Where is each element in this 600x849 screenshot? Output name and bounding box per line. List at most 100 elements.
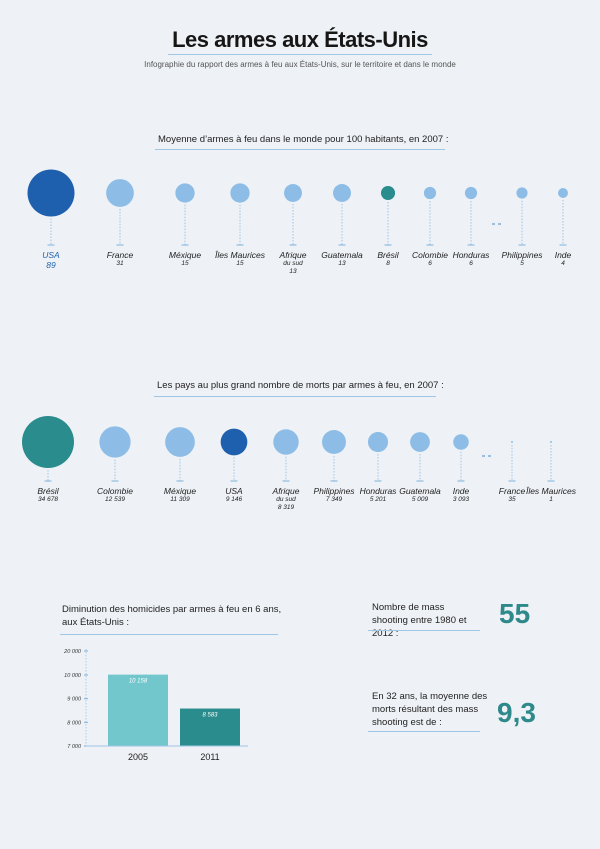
country-name: France — [498, 486, 526, 496]
mass-shooting-count-text: Nombre de mass shooting entre 1980 et 20… — [372, 602, 467, 639]
section1-bubble-bresil — [380, 185, 396, 201]
section1-label-colombie: Colombie 6 — [395, 251, 465, 268]
country-name: Méxique — [168, 250, 202, 260]
bar-value-label: 8 583 — [202, 713, 218, 719]
bar-chart-title-underline — [60, 634, 278, 635]
country-name: France — [106, 250, 134, 260]
bar-y-tick-label: 8 000 — [67, 720, 82, 726]
section2-bubble-inde — [453, 434, 469, 450]
country-value: 3 093 — [452, 495, 470, 503]
section2-label-inde: Inde 3 093 — [426, 487, 496, 504]
section1-label-usa: USA 89 — [16, 251, 86, 270]
bar-2005 — [108, 674, 168, 747]
section2-bubble-usa — [220, 428, 248, 456]
country-name-suffix: du sud — [283, 259, 303, 267]
section1-label-inde: Inde 4 — [528, 251, 598, 268]
mass-shooting-average-value: 9,3 — [497, 697, 536, 728]
section2-label-honduras: Honduras 5 201 — [343, 487, 413, 504]
country-name: Inde — [452, 486, 470, 496]
page-subtitle: Infographie du rapport des armes à feu a… — [144, 60, 456, 69]
bar-category-label: 2005 — [128, 752, 148, 762]
country-name: Philippines — [501, 250, 543, 260]
section1-label-guatemala: Guatemala 13 — [307, 251, 377, 268]
section1-bubble-honduras — [464, 186, 478, 200]
bar-2011 — [180, 708, 240, 746]
country-value: 11 309 — [170, 495, 190, 503]
section2-label-afrique: Afrique du sud 8 319 — [251, 487, 321, 512]
country-value: 1 — [549, 495, 553, 503]
section2-bubble-philippines — [322, 430, 346, 454]
country-name: Afrique — [279, 250, 307, 260]
section1-label-bresil: Brésil 8 — [353, 251, 423, 268]
section1-bubble-iles-maurices — [230, 183, 250, 203]
country-name: Méxique — [163, 486, 197, 496]
country-name: Colombie — [412, 250, 448, 260]
section2-label-iles-maurices: Îles Maurices 1 — [516, 487, 586, 504]
section2-bubble-honduras — [367, 431, 389, 453]
country-value: 13 — [338, 259, 346, 267]
country-name: Colombie — [97, 486, 133, 496]
section2-label-colombie: Colombie 12 539 — [80, 487, 150, 504]
section1-label-honduras: Honduras 6 — [436, 251, 506, 268]
section1-bubble-usa — [27, 169, 75, 217]
country-name: Philippines — [313, 486, 355, 496]
section2-label-guatemala: Guatemala 5 009 — [385, 487, 455, 504]
section2-title: Les pays au plus grand nombre de morts p… — [157, 380, 444, 391]
country-name: Îles Maurices — [214, 250, 266, 260]
section2-bubble-colombie — [99, 426, 131, 458]
country-name: Honduras — [359, 486, 397, 496]
country-value: 6 — [469, 259, 473, 267]
country-name: Afrique — [272, 486, 300, 496]
country-value: 12 539 — [105, 495, 125, 503]
section1-bubble-colombie — [423, 186, 437, 200]
bar-y-tick-label: 10 000 — [64, 673, 82, 679]
country-name: Honduras — [452, 250, 490, 260]
section1-title: Moyenne d’armes à feu dans le monde pour… — [158, 134, 449, 145]
page-title: Les armes aux États-Unis — [172, 27, 428, 52]
country-value: 5 — [520, 259, 524, 267]
country-name: Îles Maurices — [525, 486, 577, 496]
bar-value-label: 10 158 — [129, 679, 148, 685]
title-underline — [168, 54, 432, 55]
country-name-suffix: du sud — [276, 495, 296, 503]
country-value: 13 — [289, 267, 297, 275]
country-name: Guatemala — [399, 486, 441, 496]
country-name: USA — [225, 486, 243, 496]
country-value: 7 349 — [325, 495, 343, 503]
country-value: 6 — [428, 259, 432, 267]
country-value: 8 — [386, 259, 390, 267]
section2-label-mexique: Méxique 11 309 — [145, 487, 215, 504]
country-value: 34 678 — [38, 495, 58, 503]
section1-bubble-philippines — [516, 187, 528, 199]
bar-category-label: 2011 — [200, 752, 219, 762]
country-value: 89 — [46, 259, 56, 270]
section1-label-philippines: Philippines 5 — [487, 251, 557, 268]
section1-label-france: France 31 — [85, 251, 155, 268]
country-value: 15 — [236, 259, 244, 267]
country-name: Inde — [554, 250, 572, 260]
section2-bubble-mexique — [165, 427, 195, 457]
bar-y-tick-label: 20 000 — [63, 649, 82, 655]
mass-shooting-count-value: 55 — [499, 598, 531, 629]
section1-bubble-afrique — [284, 184, 302, 202]
section1-bubble-mexique — [175, 183, 195, 203]
mass-shooting-count-underline — [368, 630, 480, 631]
section2-bubble-bresil — [22, 416, 74, 468]
section2-bubble-iles-maurices — [550, 441, 552, 443]
country-value: 9 146 — [225, 495, 243, 503]
section2-label-bresil: Brésil 34 678 — [13, 487, 83, 504]
section1-label-mexique: Méxique 15 — [150, 251, 220, 268]
section2-label-philippines: Philippines 7 349 — [299, 487, 369, 504]
country-value: 5 009 — [411, 495, 429, 503]
section1-label-afrique: Afrique du sud 13 — [258, 251, 328, 276]
country-name: USA — [42, 250, 60, 260]
country-value: 15 — [181, 259, 189, 267]
country-name: Brésil — [377, 250, 399, 260]
section2-underline — [154, 396, 436, 397]
section2-label-usa: USA 9 146 — [199, 487, 269, 504]
section2-bubble-afrique — [273, 429, 299, 455]
country-value: 8 319 — [277, 503, 295, 511]
section1-bubble-france — [106, 179, 134, 207]
